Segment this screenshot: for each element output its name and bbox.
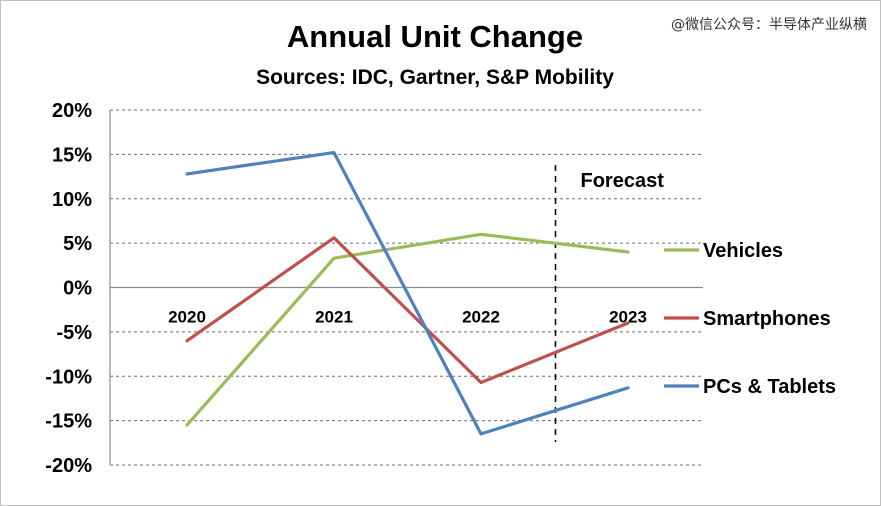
x-tick-labels: 2020 2021 2022 2023 (168, 308, 647, 327)
x-tick-label: 2022 (462, 308, 500, 327)
x-tick-label: 2020 (168, 308, 206, 327)
legend-label: Smartphones (703, 308, 831, 330)
chart-subtitle: Sources: IDC, Gartner, S&P Mobility (256, 66, 614, 89)
y-tick-label: -20% (45, 455, 92, 477)
y-tick-label: 15% (52, 144, 92, 166)
legend: Vehicles Smartphones PCs & Tablets (664, 240, 836, 398)
y-tick-label: -5% (56, 322, 92, 344)
y-tick-label: -15% (45, 411, 92, 433)
y-tick-label: 5% (63, 233, 92, 255)
y-tick-label: 10% (52, 189, 92, 211)
watermark-text: @微信公众号：半导体产业纵横 (671, 17, 867, 33)
axes (109, 110, 703, 465)
series-line (185, 236, 630, 385)
chart-title: Annual Unit Change (287, 19, 583, 54)
series-line (185, 151, 630, 436)
y-tick-labels: 20% 15% 10% 5% 0% -5% -10% -15% -20% (45, 100, 92, 477)
series-line (185, 232, 630, 427)
forecast-marker: Forecast (554, 165, 665, 442)
y-tick-label: 0% (63, 278, 92, 300)
series-lines (185, 151, 630, 436)
y-tick-label: 20% (52, 100, 92, 122)
y-tick-label: -10% (45, 366, 92, 388)
x-tick-label: 2021 (315, 308, 353, 327)
legend-label: Vehicles (703, 240, 783, 262)
x-tick-label: 2023 (609, 308, 647, 327)
legend-label: PCs & Tablets (703, 376, 836, 398)
forecast-label: Forecast (581, 170, 665, 192)
grid-lines (110, 109, 703, 466)
